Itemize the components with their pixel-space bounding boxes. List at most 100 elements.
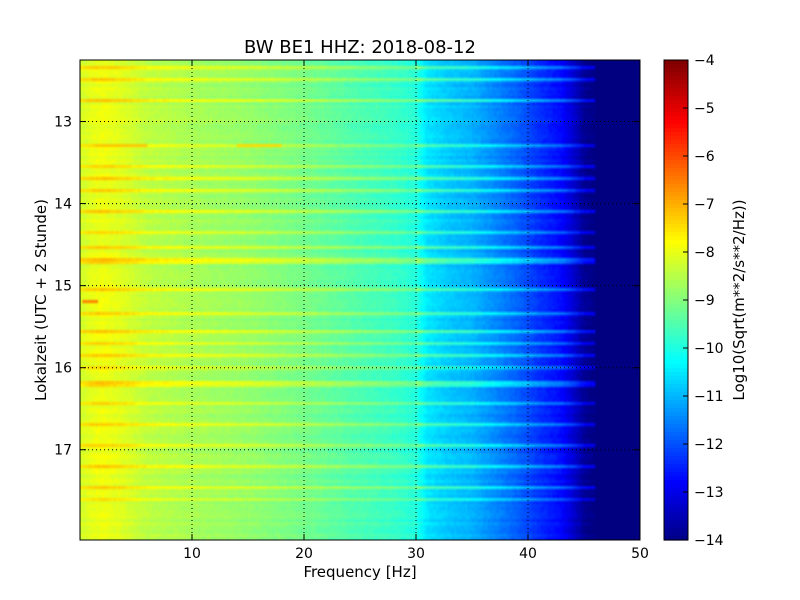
spectrogram-raster [80,60,640,540]
colorbar-segment [664,452,688,457]
colorbar-tick-label: −12 [694,437,724,453]
colorbar-segment [664,504,688,509]
colorbar-segment [664,496,688,501]
x-tick-label: 40 [519,546,537,562]
colorbar-tick-label: −4 [694,53,715,69]
colorbar-segment [664,324,688,329]
colorbar-segment [664,192,688,197]
colorbar-segment [664,480,688,485]
colorbar: −4 −5 −6 −7 −8 −9 −10 −11 −12 −13 −14 [663,53,724,549]
colorbar-segment [664,264,688,269]
colorbar-segment [664,500,688,505]
colorbar-segment [664,312,688,317]
colorbar-segment [664,268,688,273]
colorbar-segment [664,520,688,525]
y-tick-label: 15 [54,279,72,295]
colorbar-segment [664,344,688,349]
colorbar-segment [664,368,688,373]
colorbar-segment [664,416,688,421]
colorbar-segment [664,316,688,321]
colorbar-segment [664,468,688,473]
colorbar-segment [664,256,688,261]
colorbar-segment [664,456,688,461]
colorbar-segment [664,88,688,93]
colorbar-segment [664,144,688,149]
x-axis: 10 20 30 40 50 [183,60,649,562]
colorbar-segment [664,200,688,205]
colorbar-segment [664,400,688,405]
colorbar-label: Log10(Sqrt(m**2/s**2/Hz)) [730,199,748,400]
colorbar-segment [664,132,688,137]
colorbar-segment [664,380,688,385]
colorbar-segment [664,436,688,441]
colorbar-segment [664,184,688,189]
colorbar-segment [664,372,688,377]
colorbar-tick-label: −8 [694,245,715,261]
colorbar-segment [664,248,688,253]
colorbar-tick-label: −9 [694,293,715,309]
colorbar-segment [664,68,688,73]
colorbar-segment [664,64,688,69]
colorbar-segment [664,364,688,369]
colorbar-segment [664,284,688,289]
colorbar-segment [664,116,688,121]
colorbar-segment [664,432,688,437]
y-tick-label: 16 [54,361,72,377]
colorbar-tick-label: −6 [694,149,715,165]
colorbar-tick-label: −10 [694,341,724,357]
colorbar-tick-label: −14 [694,533,724,549]
colorbar-segment [664,424,688,429]
grid-lines [80,60,640,540]
colorbar-segment [664,476,688,481]
colorbar-segment [664,348,688,353]
colorbar-segment [664,288,688,293]
colorbar-segment [664,300,688,305]
colorbar-segment [664,140,688,145]
colorbar-segment [664,536,688,541]
colorbar-segment [664,220,688,225]
colorbar-segment [664,204,688,209]
colorbar-segment [664,444,688,449]
x-tick-label: 20 [295,546,313,562]
colorbar-segment [664,508,688,513]
colorbar-segment [664,528,688,533]
colorbar-segment [664,408,688,413]
colorbar-segment [664,376,688,381]
colorbar-segment [664,428,688,433]
colorbar-segment [664,328,688,333]
colorbar-tick-label: −7 [694,197,715,213]
colorbar-segment [664,292,688,297]
y-tick-label: 13 [54,115,72,131]
colorbar-segment [664,96,688,101]
colorbar-segment [664,352,688,357]
colorbar-segment [664,216,688,221]
colorbar-segment [664,136,688,141]
chart-title: BW BE1 HHZ: 2018-08-12 [244,37,476,58]
colorbar-segment [664,224,688,229]
colorbar-segment [664,156,688,161]
colorbar-segment [664,60,688,65]
colorbar-tick-label: −5 [694,101,715,117]
colorbar-segment [664,160,688,165]
colorbar-segment [664,412,688,417]
colorbar-segment [664,228,688,233]
colorbar-segment [664,336,688,341]
colorbar-segment [664,388,688,393]
colorbar-segment [664,304,688,309]
colorbar-segment [664,356,688,361]
colorbar-segment [664,176,688,181]
colorbar-segment [664,92,688,97]
colorbar-segment [664,100,688,105]
colorbar-segment [664,340,688,345]
colorbar-segment [664,124,688,129]
colorbar-segment [664,208,688,213]
colorbar-segment [664,280,688,285]
plot-frame [79,59,641,541]
colorbar-segment [664,296,688,301]
colorbar-segment [664,360,688,365]
colorbar-segment [664,108,688,113]
colorbar-segment [664,196,688,201]
colorbar-segment [664,396,688,401]
colorbar-segment [664,484,688,489]
colorbar-segment [664,272,688,277]
